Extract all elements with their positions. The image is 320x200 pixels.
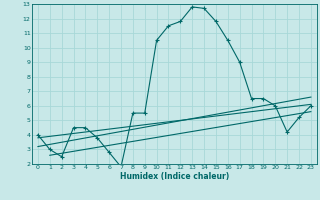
- X-axis label: Humidex (Indice chaleur): Humidex (Indice chaleur): [120, 172, 229, 181]
